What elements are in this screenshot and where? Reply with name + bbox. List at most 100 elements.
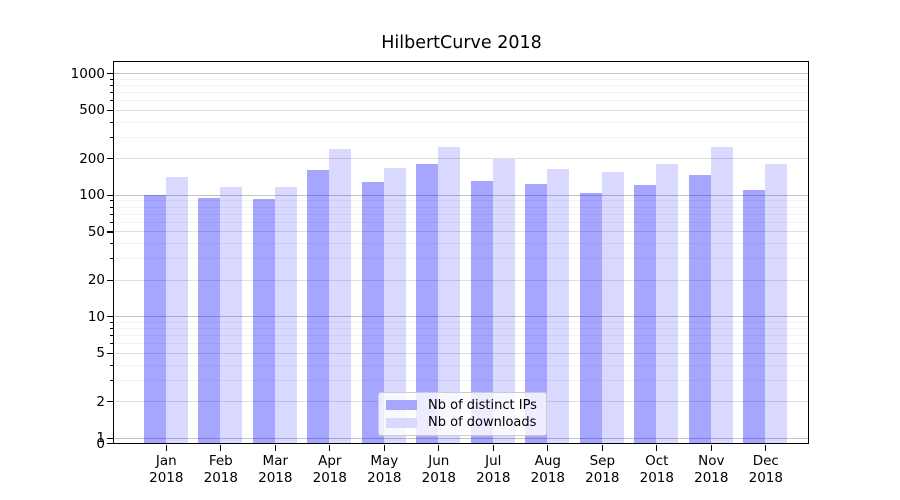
bar-distinct-ips-jan: [143, 194, 166, 443]
ytick-minor-9: [109, 321, 113, 323]
xtick-mark-aug: [547, 445, 549, 451]
bar-distinct-ips-jun: [416, 164, 439, 443]
bar-distinct-ips-jul: [470, 180, 493, 443]
ytick-label-2: 2: [96, 393, 105, 410]
xtick-year: 2018: [258, 470, 293, 486]
xtick-month: Sep: [589, 453, 616, 469]
ytick-mark-10: [106, 316, 113, 318]
bar-downloads-nov: [710, 147, 733, 443]
ytick-minor-900: [109, 78, 113, 80]
bar-downloads-oct: [656, 163, 679, 443]
xtick-year: 2018: [694, 470, 729, 486]
xtick-month: Nov: [698, 453, 725, 469]
gridline-y-60: [114, 221, 808, 223]
xtick-label-dec: Dec 2018: [736, 453, 796, 487]
bar-downloads-jun: [438, 146, 461, 443]
xtick-label-may: May 2018: [354, 453, 414, 487]
gridline-y-900: [114, 78, 808, 80]
xtick-label-nov: Nov 2018: [681, 453, 741, 487]
plot-area: Nb of distinct IPs Nb of downloads: [113, 61, 809, 444]
xtick-month: Aug: [534, 453, 561, 469]
gridline-y-4: [114, 364, 808, 366]
xtick-year: 2018: [530, 470, 565, 486]
xtick-month: Jun: [428, 453, 450, 469]
xtick-mark-dec: [765, 445, 767, 451]
ytick-minor-7: [109, 335, 113, 337]
xtick-year: 2018: [585, 470, 620, 486]
xtick-mark-sep: [601, 445, 603, 451]
xtick-mark-nov: [710, 445, 712, 451]
bar-distinct-ips-apr: [307, 170, 330, 443]
ytick-label-200: 200: [79, 150, 105, 167]
gridline-y-600: [114, 100, 808, 102]
ytick-label-10: 10: [87, 308, 105, 325]
bar-distinct-ips-sep: [579, 192, 602, 443]
bar-downloads-may: [383, 167, 406, 443]
ytick-minor-3: [109, 379, 113, 381]
xtick-year: 2018: [312, 470, 347, 486]
ytick-minor-70: [109, 213, 113, 215]
xtick-label-mar: Mar 2018: [245, 453, 305, 487]
ytick-minor-300: [109, 136, 113, 138]
ytick-minor-90: [109, 200, 113, 202]
xtick-label-jan: Jan 2018: [136, 453, 196, 487]
xtick-label-jun: Jun 2018: [409, 453, 469, 487]
gridline-y-10: [114, 316, 808, 318]
bar-downloads-apr: [329, 148, 352, 443]
gridline-y-1000: [114, 73, 808, 75]
xtick-year: 2018: [476, 470, 511, 486]
bar-downloads-dec: [765, 164, 788, 443]
xtick-year: 2018: [421, 470, 456, 486]
gridline-y-50: [114, 231, 808, 233]
xtick-mark-jul: [492, 445, 494, 451]
legend-label-downloads: Nb of downloads: [428, 415, 537, 431]
ytick-label-500: 500: [79, 102, 105, 119]
bar-downloads-jul: [492, 158, 515, 443]
xtick-mark-oct: [656, 445, 658, 451]
gridline-y-100: [114, 194, 808, 196]
ytick-minor-8: [109, 328, 113, 330]
ytick-mark-0: [106, 442, 113, 445]
gridline-y-80: [114, 206, 808, 208]
gridline-y-200: [114, 158, 808, 160]
xtick-month: Apr: [318, 453, 342, 469]
bar-distinct-ips-nov: [688, 174, 711, 443]
gridline-y-20: [114, 279, 808, 281]
ytick-minor-400: [109, 121, 113, 123]
gridline-y-7: [114, 335, 808, 337]
ytick-mark-1000: [106, 73, 113, 75]
chart-title: HilbertCurve 2018: [381, 33, 542, 53]
xtick-mark-jan: [165, 445, 167, 451]
bar-downloads-sep: [601, 172, 624, 443]
xtick-month: Oct: [645, 453, 669, 469]
gridline-y-3: [114, 379, 808, 381]
xtick-mark-apr: [329, 445, 331, 451]
ytick-minor-600: [109, 100, 113, 102]
legend: Nb of distinct IPs Nb of downloads: [378, 392, 547, 436]
ytick-label-1: 1: [96, 430, 105, 447]
ytick-minor-30: [109, 258, 113, 260]
bar-downloads-jan: [165, 176, 188, 443]
ytick-mark-1: [106, 437, 113, 439]
ytick-mark-50: [106, 231, 113, 233]
gridline-y-90: [114, 200, 808, 202]
ytick-minor-700: [109, 92, 113, 94]
ytick-mark-2: [106, 401, 113, 403]
ytick-minor-80: [109, 206, 113, 208]
ytick-label-50: 50: [87, 223, 105, 240]
bar-distinct-ips-mar: [252, 198, 275, 443]
ytick-label-0: 0: [96, 435, 105, 452]
bar-distinct-ips-may: [361, 182, 384, 443]
xtick-mark-feb: [220, 445, 222, 451]
ytick-minor-40: [109, 243, 113, 245]
xtick-label-aug: Aug 2018: [518, 453, 578, 487]
ytick-minor-800: [109, 85, 113, 87]
xtick-label-sep: Sep 2018: [572, 453, 632, 487]
ytick-label-5: 5: [96, 345, 105, 362]
bar-distinct-ips-aug: [525, 183, 548, 443]
ytick-mark-500: [106, 109, 113, 112]
ytick-mark-20: [106, 279, 113, 281]
gridline-y-500: [114, 109, 808, 111]
gridline-y-40: [114, 243, 808, 245]
